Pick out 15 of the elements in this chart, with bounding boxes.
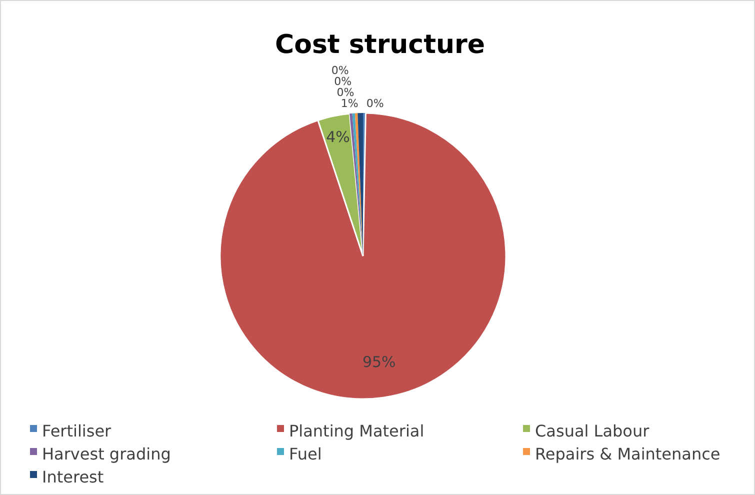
legend-label: Harvest grading — [42, 444, 171, 464]
legend-label: Fuel — [289, 444, 322, 464]
data-label: 95% — [362, 353, 396, 372]
legend-label: Interest — [42, 467, 104, 486]
data-label: 1% — [340, 97, 358, 110]
data-label: 4% — [326, 128, 350, 146]
data-label: 0% — [331, 64, 349, 77]
chart-title: Cost structure — [275, 30, 485, 60]
data-label: 0% — [334, 75, 352, 88]
legend-label: Repairs & Maintenance — [535, 444, 720, 464]
legend-label: Casual Labour — [535, 421, 650, 440]
legend-label: Fertiliser — [42, 421, 112, 440]
data-label: 0% — [336, 86, 354, 99]
legend-label: Planting Material — [289, 421, 424, 440]
data-label: 0% — [366, 97, 384, 110]
